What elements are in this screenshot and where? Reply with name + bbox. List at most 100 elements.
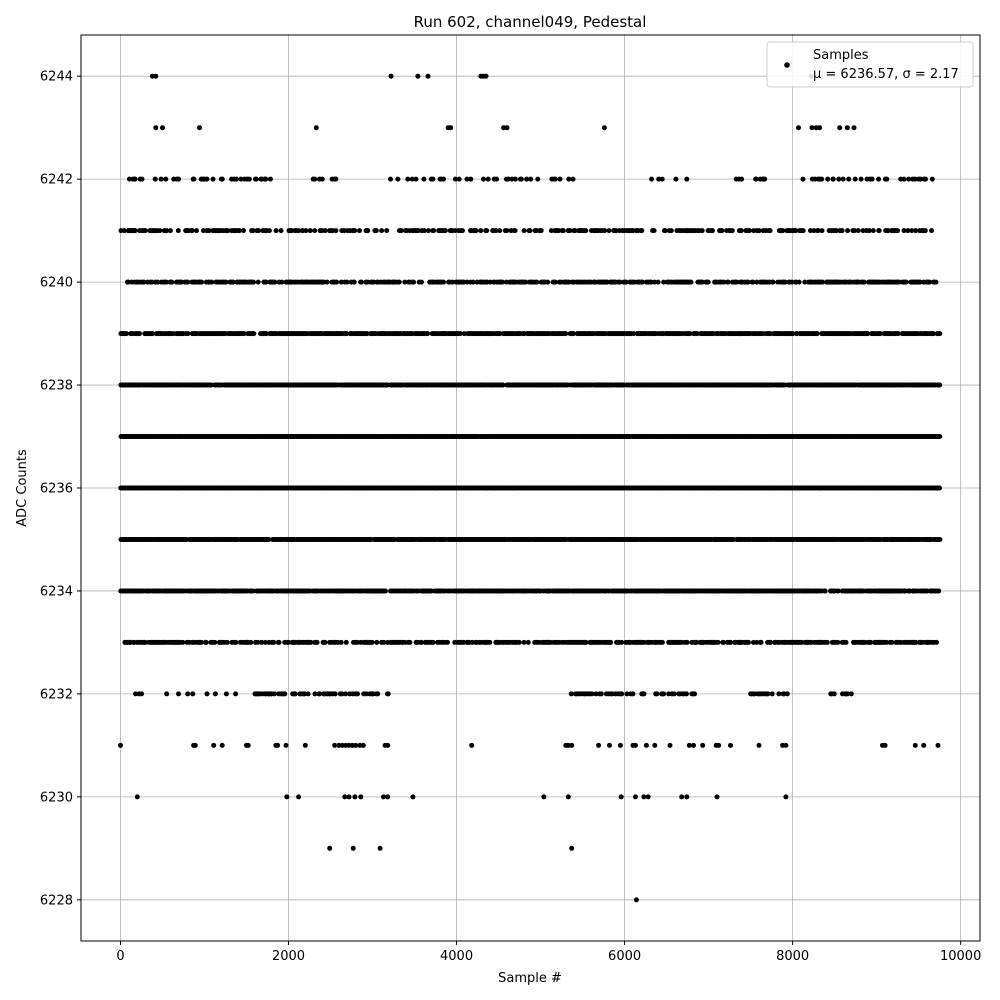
data-point: [285, 639, 291, 645]
data-point: [334, 279, 340, 285]
data-point: [369, 639, 375, 645]
data-point: [608, 639, 614, 645]
data-point: [844, 125, 850, 131]
chart-title: Run 602, channel049, Pedestal: [414, 13, 647, 31]
data-point: [204, 691, 210, 697]
data-point: [935, 742, 941, 748]
data-point: [134, 794, 140, 800]
data-point: [483, 73, 489, 79]
data-point: [292, 691, 298, 697]
data-point: [276, 639, 282, 645]
data-point: [355, 691, 360, 697]
data-point: [783, 794, 789, 800]
data-point: [410, 794, 416, 800]
data-point: [487, 639, 493, 645]
data-point: [266, 537, 272, 542]
data-point: [659, 639, 665, 645]
data-point: [596, 742, 602, 748]
data-point: [504, 125, 510, 131]
data-point: [332, 742, 338, 748]
data-point: [619, 691, 625, 697]
data-point: [619, 639, 625, 645]
data-point: [360, 742, 366, 748]
data-point: [700, 742, 706, 748]
data-point: [211, 742, 217, 748]
data-point: [176, 691, 181, 697]
data-point: [194, 228, 199, 234]
data-point: [848, 691, 854, 697]
data-point: [565, 794, 571, 800]
data-point: [693, 639, 699, 645]
data-point: [936, 588, 942, 594]
data-point: [684, 639, 690, 645]
data-point: [251, 279, 256, 285]
data-point: [212, 639, 218, 645]
data-point: [425, 73, 431, 79]
data-point: [224, 639, 230, 645]
data-point: [921, 742, 927, 748]
data-point: [545, 279, 551, 285]
data-point: [312, 691, 318, 697]
data-point: [327, 845, 333, 851]
data-point: [692, 691, 698, 697]
data-point: [684, 691, 689, 697]
data-point: [339, 691, 345, 697]
data-point: [933, 279, 939, 285]
data-point: [385, 794, 391, 800]
data-point: [352, 794, 358, 800]
data-point: [153, 125, 159, 131]
data-point: [430, 639, 436, 645]
data-point: [407, 639, 413, 645]
data-point: [796, 279, 802, 285]
data-point: [756, 742, 762, 748]
data-point: [377, 845, 383, 851]
data-point: [630, 691, 636, 697]
data-point: [262, 639, 268, 645]
data-point: [913, 639, 919, 645]
data-point: [241, 331, 247, 337]
data-point: [271, 691, 277, 697]
data-point: [822, 588, 828, 594]
data-point: [765, 691, 771, 697]
data-point: [245, 742, 251, 748]
data-point: [322, 639, 328, 645]
data-point: [275, 742, 281, 748]
data-point: [654, 691, 660, 697]
data-point: [934, 639, 939, 645]
data-point: [937, 382, 943, 388]
data-point: [937, 331, 943, 337]
data-point: [645, 794, 651, 800]
data-point: [705, 279, 711, 285]
data-point: [324, 279, 330, 285]
data-point: [198, 639, 204, 645]
data-point: [684, 794, 690, 800]
data-point: [137, 331, 142, 337]
data-point: [169, 279, 175, 285]
data-point: [937, 485, 942, 491]
data-point: [667, 742, 673, 748]
data-point: [500, 382, 506, 388]
data-point: [728, 639, 734, 645]
data-point: [150, 331, 156, 337]
data-point: [714, 794, 720, 800]
data-point: [256, 228, 262, 234]
data-point: [415, 73, 421, 79]
data-point: [624, 691, 630, 697]
data-point: [746, 639, 751, 645]
data-point: [643, 742, 649, 748]
data-point: [882, 742, 888, 748]
data-point: [783, 742, 789, 748]
data-point: [190, 691, 196, 697]
data-point: [641, 794, 647, 800]
data-point: [385, 742, 391, 748]
data-point: [469, 742, 475, 748]
data-point: [385, 691, 391, 697]
data-point: [164, 691, 170, 697]
data-point: [282, 691, 288, 697]
data-point: [381, 639, 387, 645]
data-point: [679, 794, 685, 800]
data-point: [259, 639, 265, 645]
data-point: [593, 691, 599, 697]
data-point: [824, 639, 830, 645]
data-point: [342, 794, 348, 800]
